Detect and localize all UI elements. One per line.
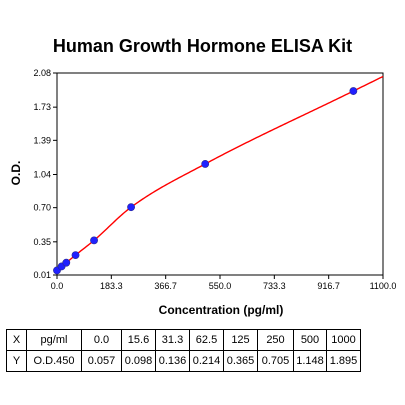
table-cell: 0.214 [189, 350, 224, 372]
table-cell: 125 [223, 329, 258, 351]
table-row-label: Y [6, 350, 27, 372]
table-cell: 1.895 [326, 350, 361, 372]
table-cell: 0.0 [81, 329, 122, 351]
y-tick-label: 1.73 [33, 102, 51, 112]
data-point [127, 203, 135, 212]
table-unit: O.D.450 [26, 350, 82, 372]
data-points [53, 87, 358, 275]
table-cell: 0.136 [155, 350, 190, 372]
table-cell: 500 [293, 329, 327, 351]
chart-title: Human Growth Hormone ELISA Kit [52, 36, 353, 56]
y-tick-label: 0.70 [33, 203, 51, 213]
plot-border [56, 72, 384, 276]
table-row-x: X pg/ml 0.0 15.6 31.3 62.5 125 250 500 1… [6, 329, 361, 351]
y-tick-label: 0.35 [33, 237, 51, 247]
table-row-y: Y O.D.450 0.057 0.098 0.136 0.214 0.365 … [6, 350, 361, 372]
table-cell: 0.365 [223, 350, 258, 372]
table-cell: 0.098 [121, 350, 156, 372]
y-tick-label: 2.08 [33, 68, 51, 78]
data-point [349, 87, 358, 95]
y-axis-ticks: 0.01 0.35 0.70 1.04 1.39 1.73 2.08 [33, 68, 57, 280]
x-tick-label: 0.0 [51, 281, 64, 291]
y-axis-title: O.D. [9, 161, 23, 186]
data-table: X pg/ml 0.0 15.6 31.3 62.5 125 250 500 1… [6, 329, 361, 372]
data-point [71, 251, 80, 259]
x-tick-label: 550.0 [209, 281, 232, 291]
table-cell: 0.057 [81, 350, 122, 372]
table-cell: 31.3 [155, 329, 190, 351]
x-tick-label: 916.7 [317, 281, 340, 291]
x-tick-label: 733.3 [263, 281, 286, 291]
x-axis-ticks: 0.0 183.3 366.7 550.0 733.3 916.7 1100.0 [51, 275, 397, 291]
x-tick-label: 1100.0 [370, 281, 397, 291]
y-tick-label: 0.01 [33, 270, 51, 280]
data-point [201, 160, 210, 168]
table-cell: 0.705 [257, 350, 294, 372]
table-cell: 1000 [326, 329, 361, 351]
fit-curve [56, 75, 384, 271]
plot-frame [56, 72, 384, 276]
table-unit: pg/ml [26, 329, 82, 351]
x-axis-title: Concentration (pg/ml) [159, 303, 284, 317]
y-tick-label: 1.39 [33, 135, 51, 145]
table-row-label: X [6, 329, 27, 351]
table-cell: 15.6 [121, 329, 156, 351]
y-tick-label: 1.04 [33, 169, 51, 179]
data-point [90, 236, 98, 245]
fit-line-path [56, 75, 384, 271]
table-cell: 1.148 [293, 350, 327, 372]
table-cell: 250 [257, 329, 294, 351]
table-cell: 62.5 [189, 329, 224, 351]
x-tick-label: 183.3 [100, 281, 123, 291]
x-tick-label: 366.7 [154, 281, 177, 291]
data-point [62, 258, 71, 267]
